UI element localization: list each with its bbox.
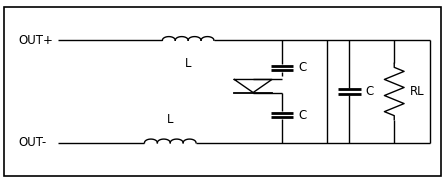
Text: C: C <box>365 85 373 98</box>
Text: OUT+: OUT+ <box>18 34 53 47</box>
Text: L: L <box>167 113 173 126</box>
Text: RL: RL <box>410 85 425 98</box>
Text: OUT-: OUT- <box>18 136 46 149</box>
Text: C: C <box>298 61 306 74</box>
Text: C: C <box>298 109 306 122</box>
Text: L: L <box>185 57 191 70</box>
